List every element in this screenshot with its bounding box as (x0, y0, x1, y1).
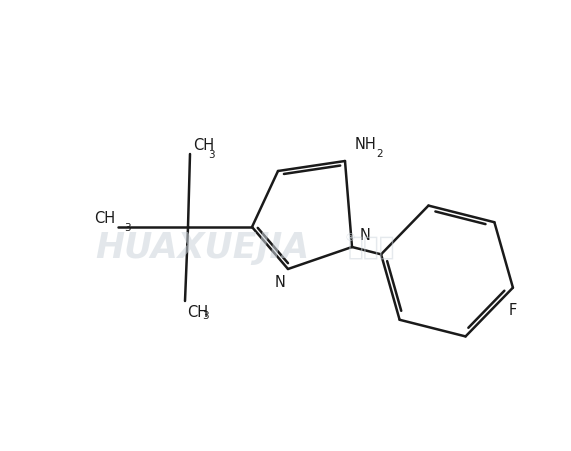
Text: N: N (360, 227, 371, 243)
Text: N: N (275, 274, 286, 290)
Text: 2: 2 (376, 149, 383, 159)
Text: 3: 3 (124, 222, 131, 232)
Text: 化学加: 化学加 (348, 235, 396, 260)
Text: CH: CH (94, 211, 115, 226)
Text: CH: CH (193, 138, 214, 152)
Text: 3: 3 (202, 310, 208, 320)
Text: NH: NH (355, 137, 377, 152)
Text: F: F (509, 302, 517, 317)
Text: 3: 3 (208, 150, 215, 160)
Text: CH: CH (187, 304, 208, 319)
Text: ®: ® (344, 232, 356, 243)
Text: HUAXUEJIA: HUAXUEJIA (95, 230, 309, 264)
